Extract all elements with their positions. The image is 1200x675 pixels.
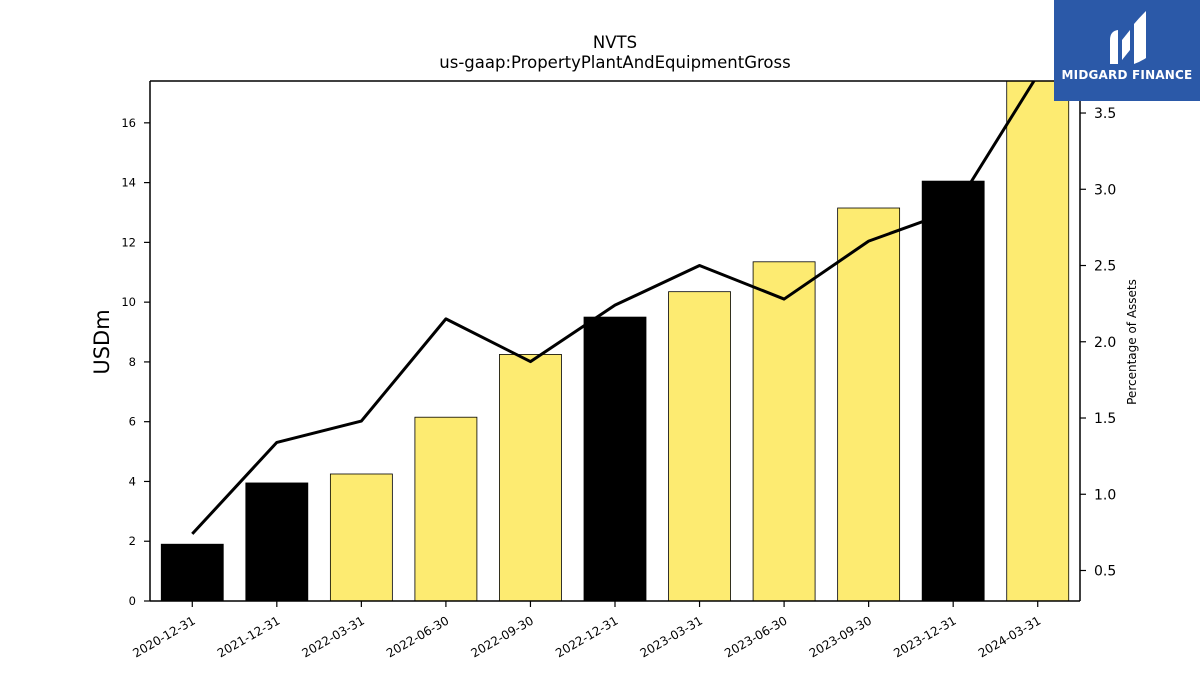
x-tick-label: 2023-03-31 (638, 613, 705, 660)
bar-2022-06-30 (414, 416, 478, 602)
y2-axis-label: Percentage of Assets (1125, 279, 1139, 405)
y-tick-label: 0 (129, 594, 136, 608)
x-tick-label: 2022-12-31 (553, 613, 620, 660)
y-tick-label: 10 (121, 295, 136, 309)
bar-2023-09-30 (837, 207, 901, 602)
y2-tick-label: 1.0 (1094, 487, 1116, 503)
bar-2021-12-31 (245, 482, 309, 602)
x-tick-label: 2021-12-31 (215, 613, 282, 660)
logo-text: MIDGARD FINANCE (1061, 68, 1193, 82)
y2-tick-label: 1.5 (1094, 411, 1116, 427)
line-series (191, 81, 1036, 535)
bar-2020-12-31 (160, 543, 224, 602)
x-tick-label: 2023-09-30 (807, 613, 874, 660)
y-tick-label: 14 (121, 176, 136, 190)
logo-mark-icon (1110, 11, 1146, 64)
y-tick-label: 2 (129, 534, 136, 548)
x-tick-label: 2020-12-31 (130, 613, 197, 660)
x-tick-label: 2022-03-31 (299, 613, 366, 660)
y-tick-label: 6 (129, 415, 136, 429)
bar-2023-03-31 (668, 291, 731, 602)
y2-tick-label: 2.0 (1094, 335, 1116, 351)
x-tick-label: 2023-06-30 (722, 613, 789, 660)
y-axis-label: USDm (90, 309, 114, 374)
x-tick-label: 2024-03-31 (976, 613, 1043, 660)
bar-2022-03-31 (329, 473, 393, 602)
y-tick-label: 4 (129, 474, 136, 488)
midgard-finance-logo: MIDGARD FINANCE (1054, 0, 1200, 101)
chart-title: NVTS (593, 33, 637, 52)
y-tick-label: 8 (129, 355, 136, 369)
bar-2024-03-31 (1006, 80, 1070, 602)
bar-2022-09-30 (499, 354, 562, 602)
y2-tick-label: 2.5 (1094, 259, 1116, 275)
x-tick-label: 2022-09-30 (469, 613, 536, 660)
bar-2022-12-31 (583, 316, 647, 602)
line-group (191, 81, 1036, 535)
bars-group (160, 80, 1070, 602)
chart-subtitle: us-gaap:PropertyPlantAndEquipmentGross (439, 53, 790, 72)
y2-tick-label: 0.5 (1094, 564, 1116, 580)
y2-tick-label: 3.5 (1094, 106, 1116, 122)
bar-2023-06-30 (752, 261, 816, 602)
bar-2023-12-31 (921, 180, 985, 602)
x-tick-label: 2022-06-30 (384, 613, 451, 660)
y-tick-label: 16 (121, 116, 136, 130)
y-tick-label: 12 (121, 235, 136, 249)
x-tick-label: 2023-12-31 (891, 613, 958, 660)
y2-tick-label: 3.0 (1094, 182, 1116, 198)
